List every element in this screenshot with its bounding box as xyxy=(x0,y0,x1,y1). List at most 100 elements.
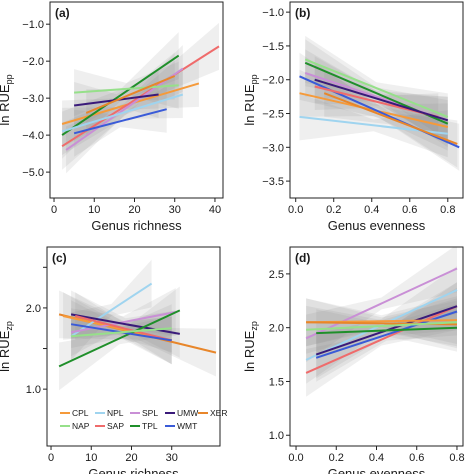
y-tick-label: −1.5 xyxy=(262,41,284,53)
x-tick-label: 0.8 xyxy=(449,452,464,464)
panel-label: (c) xyxy=(52,251,67,265)
legend-label: XER xyxy=(210,408,227,418)
x-tick-label: 0 xyxy=(51,204,57,216)
y-tick-label: 2.0 xyxy=(26,303,41,315)
x-axis-label: Genus evenness xyxy=(328,466,426,474)
legend-label: TPL xyxy=(142,421,158,431)
y-axis-label: ln RUEzp xyxy=(0,321,14,372)
legend-label: SAP xyxy=(107,421,124,431)
x-tick-label: 30 xyxy=(166,452,178,464)
line-tpl xyxy=(58,309,181,368)
y-tick-label: −3.5 xyxy=(262,176,284,188)
x-axis-label: Genus richness xyxy=(88,466,179,474)
legend-label: SPL xyxy=(142,408,158,418)
y-axis-label-main: ln RUE xyxy=(0,84,12,126)
x-tick-label: 0.6 xyxy=(409,452,424,464)
y-tick-label: 2.5 xyxy=(269,269,284,281)
line-umw xyxy=(314,78,449,122)
y-axis-label-sub: zp xyxy=(4,321,14,331)
panel-frame xyxy=(289,1,464,199)
line-nap xyxy=(71,327,172,338)
legend-item-wmt: WMT xyxy=(165,421,197,431)
y-axis-label-main: ln RUE xyxy=(242,84,257,126)
x-tick-label: 20 xyxy=(128,204,140,216)
panel-d: 0.0 0.2 0.4 0.6 0.8 1.0 1.5 2.0 2.5 (d) Genus even… xyxy=(242,246,465,474)
legend-item-spl: SPL xyxy=(130,408,158,418)
panel-c: 0 10 20 30 1.0 2.0 (c) Genus richness ln RUEzp xyxy=(0,246,221,474)
legend-label: CPL xyxy=(72,408,89,418)
line-spl xyxy=(65,67,184,151)
y-axis-label-sub: pp xyxy=(249,74,259,84)
y-axis-label-main: ln RUE xyxy=(242,330,257,372)
line-npl xyxy=(305,289,458,361)
y-axis-label-sub: pp xyxy=(4,74,14,84)
line-spl xyxy=(305,267,458,340)
x-axis-label: Genus richness xyxy=(91,218,182,233)
legend-item-nap: NAP xyxy=(60,421,90,431)
confidence-bands xyxy=(59,259,216,391)
y-tick-label: −4.0 xyxy=(22,130,44,142)
line-xer xyxy=(85,75,176,114)
y-axis-label-sub: zp xyxy=(249,321,259,331)
panel-label: (b) xyxy=(295,6,310,20)
panel-b: 0.0 0.2 0.4 0.6 0.8 −3.5 −3.0 −2.5 −2.0 −1.5 −1.0 (… xyxy=(242,1,464,233)
panel-label: (d) xyxy=(295,251,310,265)
panel-label: (a) xyxy=(55,6,70,20)
legend: CPL NPL SPL UMW XER NAP SAP TPL WMT xyxy=(60,408,227,431)
y-axis-label-main: ln RUE xyxy=(0,330,12,372)
x-tick-label: 0.8 xyxy=(440,204,455,216)
x-tick-label: 10 xyxy=(85,452,97,464)
panel-a: 0 10 20 30 40 −5.0 −4.0 −3.0 −2.0 −1.0 (a) Genus ri… xyxy=(0,1,224,233)
line-npl xyxy=(61,93,184,133)
y-tick-label: −1.0 xyxy=(22,19,44,31)
x-tick-label: 0.2 xyxy=(329,452,344,464)
line-nap xyxy=(306,321,458,331)
panel-frame xyxy=(49,1,224,199)
legend-item-cpl: CPL xyxy=(60,408,89,418)
line-nap xyxy=(304,58,449,118)
line-nap xyxy=(74,84,179,94)
y-tick-label: 1.0 xyxy=(26,384,41,396)
line-tpl xyxy=(61,54,180,136)
legend-label: WMT xyxy=(177,421,197,431)
y-axis-label: ln RUEpp xyxy=(0,74,14,125)
y-tick-label: −2.0 xyxy=(22,56,44,68)
legend-label: NAP xyxy=(72,421,90,431)
legend-item-npl: NPL xyxy=(95,408,124,418)
x-tick-label: 0.0 xyxy=(288,452,303,464)
line-wmt xyxy=(73,108,167,135)
x-axis-label: Genus evenness xyxy=(328,218,426,233)
y-tick-label: −2.5 xyxy=(262,109,284,121)
x-tick-label: 0.4 xyxy=(364,204,379,216)
line-npl xyxy=(70,282,153,338)
y-tick-label: −2.0 xyxy=(262,75,284,87)
y-tick-label: 1.0 xyxy=(269,430,284,442)
legend-item-umw: UMW xyxy=(165,408,198,418)
line-sap xyxy=(305,305,458,374)
y-tick-label: −5.0 xyxy=(22,167,44,179)
y-tick-label: −3.0 xyxy=(22,93,44,105)
line-umw xyxy=(70,313,180,335)
line-spl xyxy=(70,311,176,334)
y-axis-label: ln RUEzp xyxy=(242,321,259,372)
band-spl xyxy=(306,247,457,363)
x-tick-label: 10 xyxy=(88,204,100,216)
x-tick-label: 0.4 xyxy=(369,452,384,464)
x-tick-label: 30 xyxy=(169,204,181,216)
y-tick-label: 1.5 xyxy=(269,376,284,388)
line-xer xyxy=(323,92,458,145)
line-wmt xyxy=(315,310,458,359)
x-tick-label: 20 xyxy=(125,452,137,464)
y-tick-label: 2.0 xyxy=(269,323,284,335)
legend-item-tpl: TPL xyxy=(130,421,158,431)
legend-label: NPL xyxy=(107,408,124,418)
x-tick-label: 0.2 xyxy=(326,204,341,216)
x-tick-label: 0.6 xyxy=(402,204,417,216)
x-tick-label: 40 xyxy=(209,204,221,216)
x-tick-label: 0 xyxy=(48,452,54,464)
line-sap xyxy=(74,315,172,342)
legend-label: UMW xyxy=(177,408,198,418)
y-tick-label: −1.0 xyxy=(262,7,284,19)
x-tick-label: 0.0 xyxy=(288,204,303,216)
